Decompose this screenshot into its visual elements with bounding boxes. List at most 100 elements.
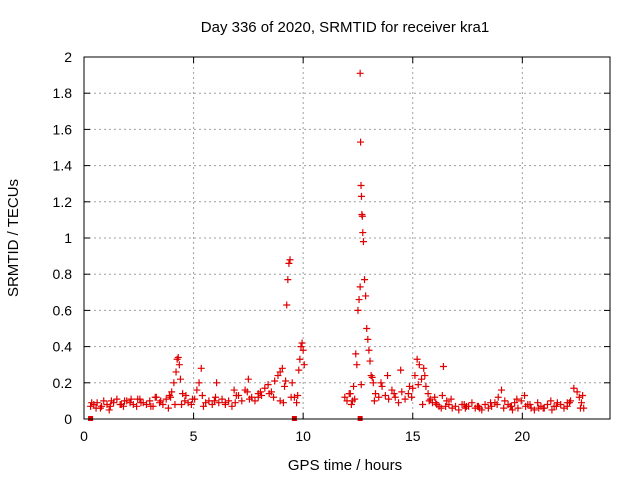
data-point xyxy=(552,402,560,410)
data-point xyxy=(461,404,469,412)
data-point xyxy=(576,404,584,412)
data-point xyxy=(284,276,292,284)
data-point xyxy=(570,384,578,392)
y-tick-label: 0 xyxy=(64,411,72,427)
data-point xyxy=(167,393,175,401)
data-point xyxy=(297,343,305,351)
data-point xyxy=(544,401,552,409)
data-point xyxy=(198,391,206,399)
data-point xyxy=(395,399,403,407)
data-point xyxy=(276,368,284,376)
data-point xyxy=(245,395,253,403)
data-point xyxy=(105,406,113,414)
data-point xyxy=(264,381,272,389)
y-tick-label: 0.4 xyxy=(53,339,73,355)
data-point xyxy=(560,404,568,412)
data-point xyxy=(408,393,416,401)
data-point xyxy=(142,401,150,409)
data-point xyxy=(300,361,308,369)
data-point xyxy=(283,301,291,309)
data-point xyxy=(357,381,365,389)
data-point xyxy=(178,401,186,409)
axis-ticks: 0 5 10 15 20 0 0.2 0.4 0.6 0.8 1 1.2 1.4 1.6 1.8 2 xyxy=(53,49,610,444)
data-point xyxy=(244,375,252,383)
data-point xyxy=(238,397,246,405)
data-point xyxy=(377,379,385,387)
y-tick-label: 1.2 xyxy=(53,194,73,210)
data-point xyxy=(88,399,96,407)
data-point xyxy=(526,401,534,409)
data-point xyxy=(493,401,501,409)
data-point xyxy=(199,402,207,410)
data-point xyxy=(271,377,279,385)
data-point xyxy=(431,393,439,401)
data-point xyxy=(251,397,259,405)
data-point xyxy=(448,404,456,412)
data-point xyxy=(498,386,506,394)
data-point xyxy=(359,238,367,246)
data-point xyxy=(126,399,134,407)
y-tick-label: 1.8 xyxy=(53,85,73,101)
data-point xyxy=(419,401,427,409)
data-point xyxy=(398,388,406,396)
data-point xyxy=(385,395,393,403)
data-point xyxy=(293,399,301,407)
data-point xyxy=(535,404,543,412)
data-point xyxy=(254,393,262,401)
data-point xyxy=(270,393,278,401)
data-point xyxy=(274,372,282,380)
y-tick-label: 1.6 xyxy=(53,121,73,137)
data-point xyxy=(371,390,379,398)
data-point xyxy=(424,390,432,398)
data-point xyxy=(397,366,405,374)
data-point xyxy=(113,395,121,403)
data-point xyxy=(375,393,383,401)
x-tick-label: 5 xyxy=(190,428,198,444)
data-point xyxy=(117,401,125,409)
data-point xyxy=(286,256,294,264)
data-point xyxy=(225,397,233,405)
data-point xyxy=(87,402,95,410)
data-point xyxy=(174,353,182,361)
data-point xyxy=(365,346,373,354)
data-point xyxy=(367,372,375,380)
data-point xyxy=(98,402,106,410)
data-point xyxy=(513,395,521,403)
data-point xyxy=(530,406,538,414)
y-axis-label: SRMTID / TECUs xyxy=(5,179,22,297)
data-point xyxy=(147,402,155,410)
chart-title: Day 336 of 2020, SRMTID for receiver kra… xyxy=(201,19,489,36)
data-point xyxy=(121,397,129,405)
data-point xyxy=(176,375,184,383)
data-point xyxy=(156,399,164,407)
data-point xyxy=(230,386,238,394)
data-point xyxy=(521,391,529,399)
data-point xyxy=(378,382,386,390)
data-point xyxy=(285,259,293,267)
data-point xyxy=(168,388,176,396)
data-point xyxy=(514,404,522,412)
data-point xyxy=(404,390,412,398)
data-point xyxy=(442,402,450,410)
data-point xyxy=(159,401,167,409)
data-point xyxy=(370,397,378,405)
data-point xyxy=(443,397,451,405)
data-point xyxy=(447,395,455,403)
data-point xyxy=(511,399,519,407)
data-point xyxy=(208,401,216,409)
data-point xyxy=(508,406,516,414)
data-point xyxy=(384,372,392,380)
data-point xyxy=(282,377,290,385)
data-point xyxy=(228,402,236,410)
y-tick-label: 0.2 xyxy=(53,375,73,391)
y-tick-label: 0.8 xyxy=(53,266,73,282)
data-point xyxy=(501,397,509,405)
data-point xyxy=(287,393,295,401)
data-point xyxy=(405,382,413,390)
plot-frame xyxy=(83,56,611,420)
data-point xyxy=(494,393,502,401)
data-point xyxy=(352,350,360,358)
data-point xyxy=(432,399,440,407)
data-point xyxy=(567,397,575,405)
